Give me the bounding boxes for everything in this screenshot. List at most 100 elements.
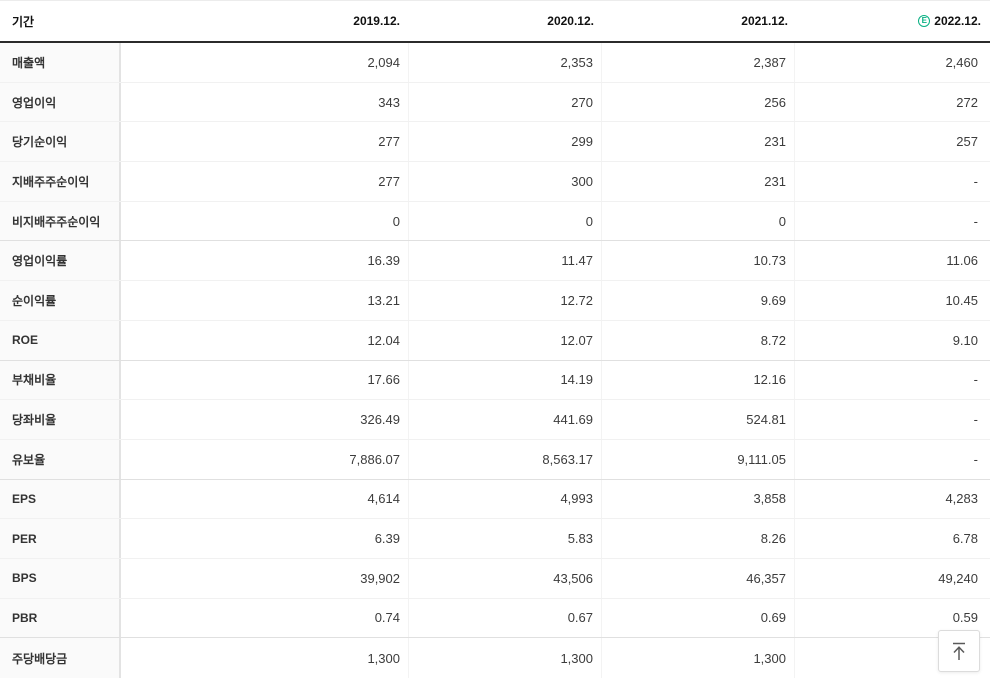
row-label: 주당배당금 <box>0 638 121 678</box>
row-label: 지배주주순이익 <box>0 162 121 201</box>
row-label: EPS <box>0 479 121 519</box>
cell-value: 0.67 <box>408 598 602 638</box>
arrow-up-to-top-icon <box>953 642 965 660</box>
period-header: 기간 <box>12 14 35 29</box>
cell-value: 3,858 <box>601 479 795 519</box>
cell-value: 43,506 <box>408 558 602 598</box>
cell-value: - <box>794 400 987 439</box>
table-body: 매출액 2,094 2,353 2,387 2,460 영업이익 343 270… <box>0 43 990 678</box>
row-label: 순이익률 <box>0 281 121 320</box>
table-row: 주당배당금 1,300 1,300 1,300 1,300 <box>0 638 990 678</box>
cell-value: 0 <box>408 201 602 241</box>
cell-value: 12.72 <box>408 281 602 320</box>
table-header-row: 기간 2019.12. 2020.12. 2021.12. E 2022.12. <box>0 1 990 43</box>
cell-value: 231 <box>601 162 795 201</box>
table-row: 유보율 7,886.07 8,563.17 9,111.05 - <box>0 439 990 480</box>
cell-value: 6.78 <box>794 519 987 558</box>
cell-value: 4,993 <box>408 479 602 519</box>
row-label: PER <box>0 519 121 558</box>
column-header-2021-12: 2021.12. <box>603 14 797 28</box>
cell-value: - <box>794 162 987 201</box>
table-row: 영업이익 343 270 256 272 <box>0 82 990 123</box>
cell-value: 2,353 <box>408 43 602 82</box>
cell-value: 10.73 <box>601 241 795 281</box>
cell-value: - <box>794 360 987 400</box>
table-row: PER 6.39 5.83 8.26 6.78 <box>0 519 990 559</box>
cell-value: 2,387 <box>601 43 795 82</box>
table-row: 매출액 2,094 2,353 2,387 2,460 <box>0 43 990 83</box>
cell-value: 1,300 <box>601 638 795 678</box>
cell-value: 46,357 <box>601 558 795 598</box>
cell-value: 11.47 <box>408 241 602 281</box>
cell-value: 270 <box>408 82 602 122</box>
row-label: PBR <box>0 598 121 638</box>
row-label: 영업이익률 <box>0 241 121 281</box>
row-label: 비지배주주순이익 <box>0 201 121 241</box>
row-label: 당좌비율 <box>0 400 121 439</box>
cell-value: 0.59 <box>794 598 987 638</box>
cell-value: - <box>794 201 987 241</box>
cell-value: 8.72 <box>601 320 795 360</box>
cell-value: 0 <box>601 201 795 241</box>
cell-value: 39,902 <box>360 570 400 586</box>
row-label: 유보율 <box>0 439 121 479</box>
table-row: 당좌비율 326.49 441.69 524.81 - <box>0 400 990 440</box>
cell-value: 2,460 <box>794 43 987 82</box>
table-row: ROE 12.04 12.07 8.72 9.10 <box>0 320 990 361</box>
row-label: BPS <box>0 558 121 598</box>
column-header-2022-12-estimate: E 2022.12. <box>797 14 990 28</box>
cell-value: 256 <box>601 82 795 122</box>
cell-value: 4,614 <box>367 491 400 507</box>
cell-value: 8.26 <box>601 519 795 558</box>
row-label: 당기순이익 <box>0 122 121 162</box>
table-row: 부채비율 17.66 14.19 12.16 - <box>0 360 990 401</box>
cell-value: 12.16 <box>601 360 795 400</box>
column-header-label: 2019.12. <box>353 14 400 28</box>
column-header-2019-12: 2019.12. <box>121 14 409 28</box>
table-row: 지배주주순이익 277 300 231 - <box>0 162 990 202</box>
scroll-to-top-button[interactable] <box>938 630 980 672</box>
cell-value: 9.10 <box>794 320 987 360</box>
cell-value: 7,886.07 <box>349 451 400 467</box>
row-label: 부채비율 <box>0 360 121 400</box>
table-row: EPS 4,614 4,993 3,858 4,283 <box>0 479 990 520</box>
cell-value: 0.74 <box>374 610 400 626</box>
estimate-icon: E <box>918 15 931 27</box>
column-header-label: 2021.12. <box>741 14 788 28</box>
cell-value: 299 <box>408 122 602 162</box>
cell-value: 12.04 <box>367 332 400 348</box>
cell-value: 17.66 <box>367 372 400 388</box>
cell-value: 11.06 <box>794 241 987 281</box>
cell-value: 277 <box>378 173 400 189</box>
cell-value: 14.19 <box>408 360 602 400</box>
row-label: ROE <box>0 320 121 360</box>
column-header-2020-12: 2020.12. <box>409 14 603 28</box>
cell-value: 2,094 <box>367 54 400 70</box>
cell-value: 272 <box>794 82 987 122</box>
cell-value: 257 <box>794 122 987 162</box>
table-row: 순이익률 13.21 12.72 9.69 10.45 <box>0 281 990 321</box>
cell-value: 326.49 <box>360 412 400 428</box>
row-label: 영업이익 <box>0 82 121 122</box>
column-header-label: 2022.12. <box>934 14 981 28</box>
cell-value: 49,240 <box>794 558 987 598</box>
column-header-label: 2020.12. <box>547 14 594 28</box>
cell-value: 5.83 <box>408 519 602 558</box>
cell-value: 0.69 <box>601 598 795 638</box>
cell-value: 9,111.05 <box>601 439 795 479</box>
cell-value: 12.07 <box>408 320 602 360</box>
cell-value: 13.21 <box>367 292 400 308</box>
cell-value: 277 <box>378 134 400 150</box>
cell-value: 231 <box>601 122 795 162</box>
cell-value: 9.69 <box>601 281 795 320</box>
cell-value: 524.81 <box>601 400 795 439</box>
cell-value: 8,563.17 <box>408 439 602 479</box>
cell-value: 0 <box>392 213 400 229</box>
cell-value: 6.39 <box>374 531 400 547</box>
cell-value: 16.39 <box>367 253 400 269</box>
cell-value: - <box>794 439 987 479</box>
cell-value: 343 <box>378 94 400 110</box>
cell-value: 10.45 <box>794 281 987 320</box>
